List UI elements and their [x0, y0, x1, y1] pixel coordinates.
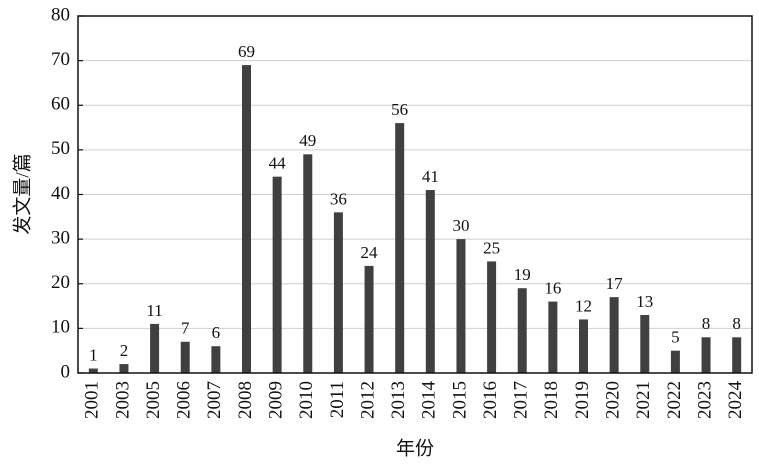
bar	[640, 314, 650, 373]
y-tick-label: 80	[51, 4, 70, 25]
data-label: 30	[452, 216, 469, 235]
x-tick-label: 2008	[235, 381, 256, 419]
bar	[609, 297, 619, 373]
bar	[701, 337, 711, 373]
x-tick-label: 2007	[204, 381, 225, 419]
x-tick-label: 2014	[419, 381, 440, 420]
bar	[272, 176, 282, 373]
x-axis-label: 年份	[396, 437, 434, 459]
bar	[670, 350, 680, 373]
data-label: 5	[671, 328, 680, 347]
bar	[211, 346, 221, 373]
x-tick-label: 2012	[357, 381, 378, 419]
x-tick-label: 2021	[633, 381, 654, 419]
data-label: 8	[732, 314, 741, 333]
data-label: 44	[269, 154, 287, 173]
x-tick-label: 2001	[82, 381, 103, 419]
bar	[517, 288, 527, 373]
x-tick-label: 2022	[664, 381, 685, 419]
data-label: 12	[575, 296, 592, 315]
x-tick-label: 2018	[541, 381, 562, 419]
x-tick-label: 2009	[265, 381, 286, 419]
data-label: 7	[181, 319, 190, 338]
bar	[548, 301, 558, 373]
bar	[732, 337, 742, 373]
plot-frame	[77, 15, 753, 374]
bar	[333, 212, 343, 373]
data-label: 41	[422, 167, 439, 186]
y-tick-label: 60	[51, 94, 70, 115]
bar	[456, 239, 466, 373]
bar	[425, 190, 435, 373]
bar	[487, 261, 497, 373]
y-tick-label: 70	[51, 49, 70, 70]
y-tick-label: 20	[51, 272, 70, 293]
y-tick-label: 0	[61, 361, 71, 382]
x-tick-label: 2015	[449, 381, 470, 419]
data-label: 49	[299, 131, 316, 150]
data-label: 19	[514, 265, 531, 284]
x-tick-label: 2023	[694, 381, 715, 419]
data-label: 1	[89, 345, 98, 364]
x-tick-label: 2019	[572, 381, 593, 419]
x-tick-label: 2005	[143, 381, 164, 419]
x-tick-label: 2003	[112, 381, 133, 419]
x-tick-label: 2024	[725, 381, 746, 420]
bar	[88, 368, 98, 373]
x-tick-label: 2016	[480, 381, 501, 419]
data-label: 11	[146, 301, 162, 320]
y-axis-label: 发文量/篇	[11, 153, 33, 234]
x-tick-label: 2017	[511, 381, 532, 419]
data-label: 24	[361, 243, 379, 262]
bar	[364, 265, 374, 373]
bar	[395, 123, 405, 373]
data-label: 8	[702, 314, 711, 333]
x-tick-label: 2020	[602, 381, 623, 419]
data-label: 13	[636, 292, 653, 311]
x-tick-label: 2011	[327, 381, 348, 418]
y-tick-label: 50	[51, 138, 70, 159]
data-label: 16	[544, 279, 561, 298]
y-tick-label: 30	[51, 227, 70, 248]
bar	[150, 323, 160, 373]
y-tick-label: 40	[51, 183, 70, 204]
data-label: 17	[606, 274, 624, 293]
data-label: 25	[483, 238, 500, 257]
data-label: 2	[120, 341, 129, 360]
x-tick-label: 2006	[174, 381, 195, 419]
bar	[303, 154, 313, 373]
data-label: 56	[391, 100, 408, 119]
bar	[579, 319, 588, 373]
data-label: 36	[330, 189, 347, 208]
data-label: 6	[212, 323, 221, 342]
bar	[119, 364, 129, 373]
y-tick-label: 10	[51, 317, 70, 338]
bar	[180, 341, 190, 373]
x-tick-label: 2010	[296, 381, 317, 419]
data-label: 69	[238, 42, 255, 61]
bar	[242, 65, 251, 374]
x-tick-label: 2013	[388, 381, 409, 419]
